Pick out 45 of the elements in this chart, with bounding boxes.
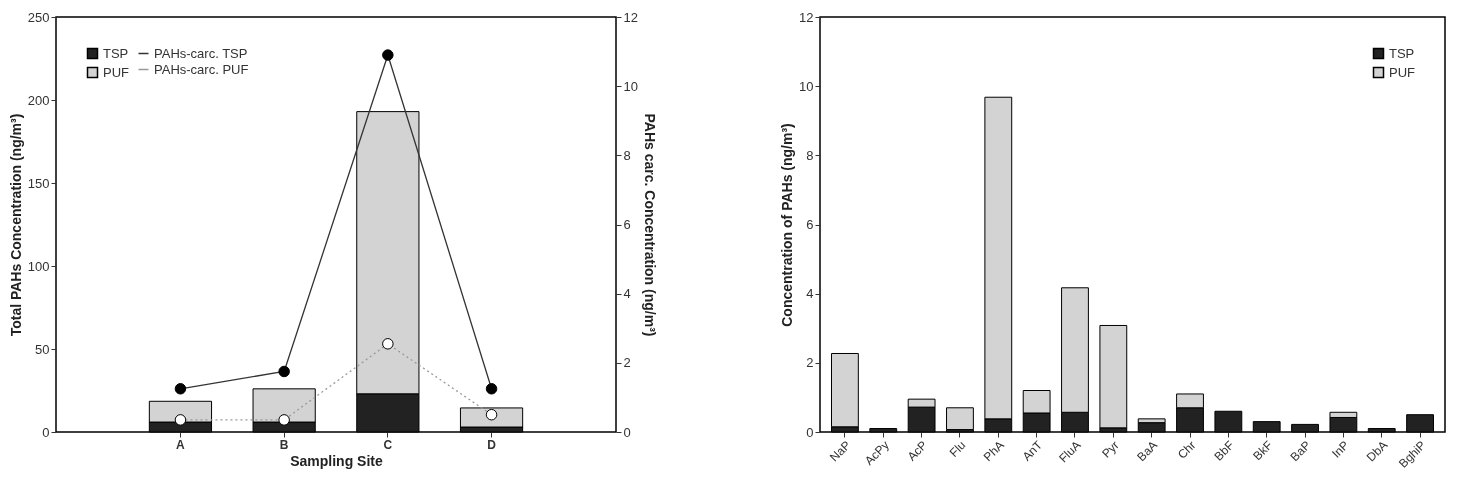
y-tick-label: 0 (806, 424, 814, 440)
x-tick-label: A (176, 437, 186, 452)
y2-tick-label: 2 (623, 355, 631, 371)
x-tick-label: BaA (1134, 438, 1161, 465)
y-tick-label: 50 (35, 341, 50, 357)
y-axis-title: Total PAHs Concentration (ng/m³) (7, 113, 24, 337)
x-tick-label: InP (1329, 438, 1352, 461)
bar (1099, 324, 1128, 429)
y-tick-label: 150 (27, 175, 50, 191)
y2-tick-label: 0 (623, 424, 631, 440)
y2-tick-label: 10 (623, 78, 638, 94)
x-axis-title: Sampling Site (290, 452, 383, 469)
y-tick-label: 8 (806, 147, 814, 163)
legend-label: PUF (103, 64, 130, 80)
legend-label: TSP (1389, 45, 1415, 61)
x-tick-label: DbA (1363, 438, 1391, 465)
legend-label: PAHs-carc. TSP (154, 45, 248, 61)
bar (946, 407, 974, 431)
y-tick-label: 0 (42, 424, 50, 440)
y-tick-label: 250 (27, 9, 50, 25)
y-tick-label: 10 (799, 78, 814, 94)
y-tick-label: 2 (806, 355, 814, 371)
x-tick-label: Chr (1174, 438, 1199, 462)
y2-tick-label: 4 (623, 286, 631, 302)
y2-axis-title: PAHs carc. Concentration (ng/m³) (641, 113, 658, 337)
x-tick-label: BkF (1250, 438, 1276, 464)
legend-label: PUF (1389, 64, 1416, 80)
x-tick-label: D (487, 437, 497, 452)
x-tick-label: B (279, 437, 289, 452)
x-tick-label: C (383, 437, 393, 452)
x-tick-label: PhA (980, 438, 1007, 465)
y-tick-label: 12 (799, 9, 814, 25)
y-tick-label: 100 (27, 258, 50, 274)
y2-tick-label: 8 (623, 147, 631, 163)
x-tick-label: BaP (1287, 438, 1314, 465)
y-tick-label: 6 (806, 217, 814, 232)
y-axis-title: Concentration of PAHs (ng/m³) (779, 123, 796, 327)
x-tick-label: Pyr (1099, 438, 1122, 461)
x-tick-label: Flu (946, 438, 969, 460)
legend-label: PAHs-carc. PUF (154, 61, 249, 77)
y-tick-label: 200 (27, 92, 50, 108)
legend-label: TSP (103, 45, 129, 61)
y2-tick-label: 6 (623, 217, 631, 232)
y2-tick-label: 12 (623, 9, 638, 25)
y-tick-label: 4 (806, 286, 814, 302)
